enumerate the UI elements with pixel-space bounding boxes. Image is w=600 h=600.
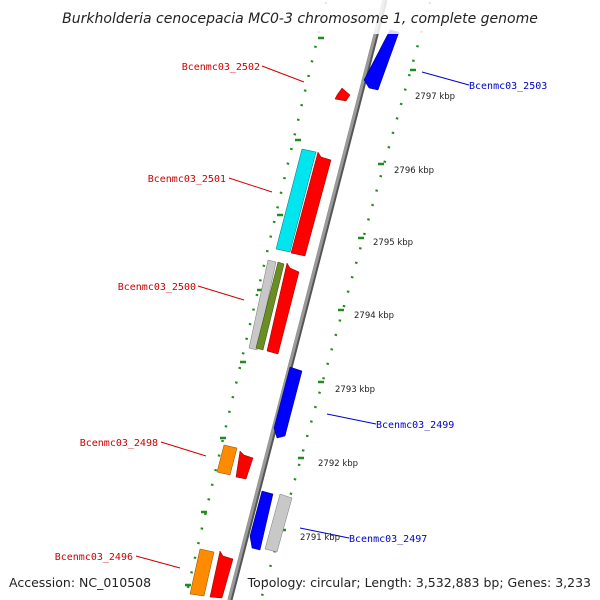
title-backdrop [0, 0, 600, 34]
backbone [227, 0, 386, 600]
scale-label: 2791 kbp [300, 533, 340, 543]
gene-arrow-2499 [273, 366, 303, 439]
gc-inner-long-ticks [185, 36, 324, 587]
gene-arrow-2501-red [290, 151, 332, 257]
gene-label-2497[interactable]: Bcenmc03_2497 [349, 534, 427, 545]
gene-arrow-2498-orange [216, 444, 238, 476]
gene-arrow-2497-gray [264, 493, 293, 553]
scale-label: 2793 kbp [335, 385, 375, 395]
label-connectors [135, 65, 470, 569]
gene-labels: Bcenmc03_2503 Bcenmc03_2502 Bcenmc03_250… [55, 62, 548, 563]
accession-label: Accession: NC_010508 [9, 575, 151, 590]
scale-label: 2795 kbp [373, 238, 413, 248]
gene-label-2503[interactable]: Bcenmc03_2503 [469, 81, 547, 92]
scale-label: 2794 kbp [354, 311, 394, 321]
gene-arrow-2496-red [209, 550, 234, 599]
gene-arrow-2500-gray [248, 259, 277, 351]
gene-features [189, 29, 400, 599]
gene-label-2498[interactable]: Bcenmc03_2498 [80, 438, 158, 449]
genome-summary: Topology: circular; Length: 3,532,883 bp… [247, 575, 591, 590]
gene-arrow-2501-cyan [275, 148, 317, 253]
gene-label-2499[interactable]: Bcenmc03_2499 [376, 420, 454, 431]
gene-arrow-2497-blue [249, 490, 274, 551]
scale-labels: 2797 kbp 2796 kbp 2795 kbp 2794 kbp 2793… [300, 92, 455, 543]
gene-arrow-2500-olive [255, 261, 285, 351]
gene-arrow-2498-red [235, 450, 254, 480]
map-title: Burkholderia cenocepacia MC0-3 chromosom… [62, 11, 538, 27]
gc-outer-long-ticks [280, 68, 416, 532]
gene-label-2501[interactable]: Bcenmc03_2501 [148, 174, 226, 185]
gene-arrow-2496-orange [189, 548, 215, 597]
gene-label-2500[interactable]: Bcenmc03_2500 [118, 282, 196, 293]
gene-arrow-2502 [334, 87, 351, 102]
gene-label-2502[interactable]: Bcenmc03_2502 [182, 62, 260, 73]
scale-label: 2797 kbp [415, 92, 455, 102]
scale-label: 2792 kbp [318, 459, 358, 469]
gene-label-2496[interactable]: Bcenmc03_2496 [55, 552, 133, 563]
gene-arrow-2500-red [266, 262, 300, 355]
scale-label: 2796 kbp [394, 166, 434, 176]
